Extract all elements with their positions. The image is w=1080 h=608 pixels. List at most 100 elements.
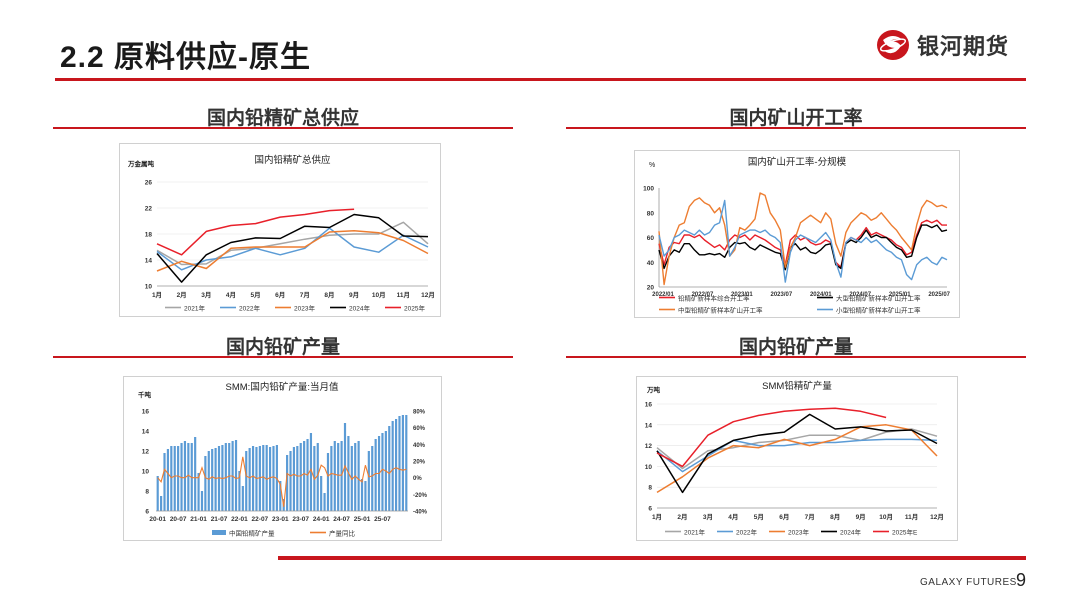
bar (391, 421, 394, 511)
x-tick-label: 2025/07 (928, 292, 950, 298)
legend-label: 2021年 (684, 528, 705, 537)
bar (183, 441, 187, 511)
y-tick-label: 100 (643, 186, 654, 193)
x-tick-label: 5月 (754, 513, 764, 521)
x-tick-label: 5月 (250, 291, 260, 299)
bar (160, 496, 163, 511)
y2-tick-label: 40% (413, 443, 426, 449)
x-tick-label: 1月 (652, 513, 662, 521)
x-tick-label: 2月 (177, 291, 187, 299)
y2-tick-label: -40% (413, 510, 428, 516)
y-tick-label: 18 (145, 232, 153, 239)
x-tick-label: 9月 (856, 513, 866, 521)
x-tick-label: 21-01 (190, 516, 207, 523)
bar (166, 449, 170, 511)
y-tick-label: 14 (645, 422, 653, 429)
x-tick-label: 2024/07 (849, 292, 871, 298)
y-tick-label: 16 (645, 402, 653, 409)
bar (357, 441, 360, 511)
bar (371, 446, 374, 511)
x-tick-label: 25-01 (354, 516, 371, 523)
legend-label: 2021年 (184, 304, 205, 313)
x-tick-label: 6月 (779, 513, 789, 521)
header-divider (55, 78, 1026, 81)
y-tick-label: 12 (142, 449, 150, 456)
legend-label: 中国铅精矿产量 (229, 529, 275, 538)
x-tick-label: 7月 (300, 291, 310, 299)
bar (177, 446, 180, 511)
series-line (156, 227, 429, 271)
bar (214, 448, 217, 511)
bar (180, 443, 183, 511)
series-line (656, 428, 938, 470)
bar (289, 451, 292, 511)
legend-label: 2023年 (294, 304, 315, 313)
bar (286, 455, 289, 511)
bar (251, 446, 255, 511)
y-tick-label: 8 (648, 485, 652, 492)
y-tick-label: 6 (145, 509, 149, 516)
bar (170, 446, 173, 511)
bar (323, 493, 326, 511)
x-tick-label: 3月 (703, 513, 713, 521)
y-tick-label: 22 (145, 206, 153, 213)
y-axis-unit: % (649, 162, 655, 169)
x-tick-label: 2022/01 (652, 292, 674, 298)
x-tick-label: 10月 (372, 291, 386, 299)
bar (367, 451, 370, 511)
bar (279, 481, 282, 511)
bar (156, 476, 159, 511)
bar (228, 443, 231, 511)
x-tick-label: 23-01 (272, 516, 289, 523)
x-tick-label: 2月 (677, 513, 687, 521)
legend-label: 2023年 (788, 528, 809, 537)
x-tick-label: 1月 (152, 291, 162, 299)
bar (204, 456, 207, 511)
series-line (157, 456, 407, 507)
y-tick-label: 16 (142, 409, 150, 416)
legend-label: 2025年E (892, 528, 918, 537)
bar (330, 446, 333, 511)
series-line (658, 224, 948, 271)
x-tick-label: 2025/01 (889, 292, 911, 298)
y-axis-unit: 万吨 (646, 385, 661, 394)
legend-label: 产量同比 (329, 529, 356, 538)
chart-title: 国内矿山开工率-分规模 (748, 156, 847, 168)
series-line (156, 213, 429, 283)
y-tick-label: 14 (142, 429, 150, 436)
section-title-supply: 国内铅精矿总供应 (206, 108, 359, 129)
series-line (658, 192, 948, 286)
bar (364, 481, 367, 511)
chart-smm-yearly-svg: SMM铅精矿产量 万吨 6 8 10 12 14 16 1月 2月 3月 4月 5月 6月 7月 8月 9月 10… (645, 380, 944, 537)
galaxy-logo-icon (877, 30, 909, 60)
y-tick-label: 40 (647, 260, 655, 267)
series-line (658, 199, 948, 283)
y-tick-label: 10 (142, 469, 150, 476)
bar (248, 448, 251, 511)
chart-total-supply: 国内铅精矿总供应 万金属吨 10 14 18 22 26 1月 2月 3月 4月 5月 6月 7月 8月 9月… (119, 143, 441, 317)
x-tick-label: 2023/01 (731, 292, 753, 298)
legend-label: 铅精矿新样本综合开工率 (678, 294, 750, 303)
x-tick-label: 20-07 (170, 516, 187, 523)
series-line (656, 424, 938, 494)
page-number: 9 (1016, 570, 1027, 590)
bar (394, 419, 398, 511)
chart-title: SMM:国内铅矿产量:当月值 (226, 381, 339, 393)
bar (354, 443, 357, 511)
company-logo: 银河期货 (875, 28, 1009, 62)
x-tick-label: 20-01 (149, 516, 166, 523)
legend-label: 2024年 (349, 304, 370, 313)
bar (187, 443, 190, 511)
bar (207, 451, 210, 511)
section-title-output-monthly: 国内铅矿产量 (225, 337, 340, 358)
y-tick-label: 8 (145, 489, 149, 496)
x-tick-label: 21-07 (211, 516, 228, 523)
x-tick-label: 4月 (226, 291, 236, 299)
x-tick-label: 2024/01 (810, 292, 832, 298)
legend-swatch (212, 530, 226, 535)
x-tick-label: 11月 (905, 513, 918, 521)
bar (360, 479, 364, 511)
y-tick-label: 6 (648, 506, 652, 513)
y-tick-label: 14 (145, 258, 153, 265)
x-tick-label: 3月 (201, 291, 211, 299)
